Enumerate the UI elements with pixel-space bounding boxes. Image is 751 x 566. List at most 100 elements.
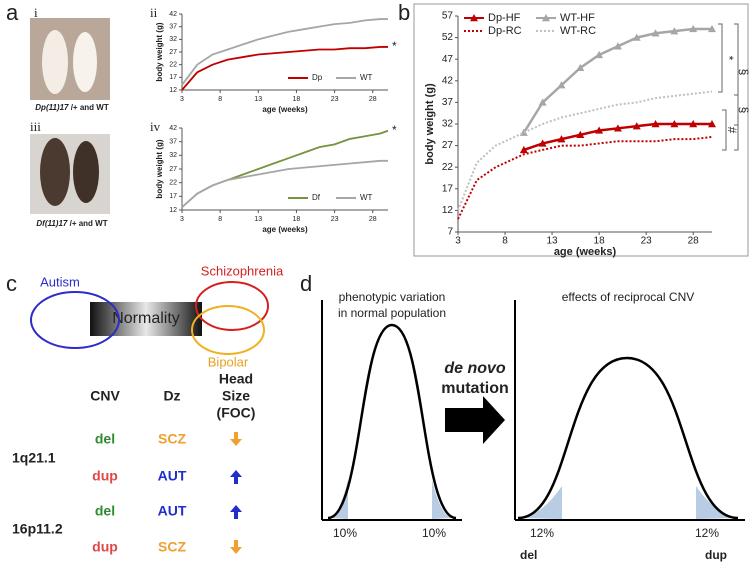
marker [651,29,660,37]
panel-label: d [300,271,312,296]
x-tick-label: 23 [641,236,653,247]
dist-title: effects of reciprocal CNV [562,290,695,304]
series-line [181,159,388,208]
caption-strain: Dp(11)17 [35,103,69,112]
marker [576,63,585,72]
photo [30,134,110,214]
cnv: dup [92,539,118,555]
legend-label: Df [312,193,321,202]
marker [689,120,698,128]
annotation: * [722,56,736,61]
subpanel-label: iii [30,119,41,134]
y-tick-label: 32 [442,119,454,130]
panel-label: b [398,0,410,25]
y-tick-label: 32 [169,152,177,159]
legend-marker [542,14,550,22]
legend-label: Dp-HF [488,12,521,24]
y-tick-label: 22 [169,180,177,187]
bracket [722,109,727,151]
marker [576,130,585,138]
photo [30,18,110,100]
x-tick-label: 8 [218,96,222,103]
y-tick-label: 37 [169,24,177,31]
annotation: # [725,127,739,134]
y-axis-label: body weight (g) [155,22,164,81]
arrow-down [230,432,242,446]
bracket [718,23,723,93]
y-tick-label: 27 [169,49,177,56]
ellipse-label: Autism [40,274,80,289]
panel-label: c [6,271,17,296]
y-tick-label: 12 [169,87,177,94]
dist-title: in normal population [338,306,446,320]
marker [670,120,679,128]
caption-rest: /+ and WT [68,103,108,112]
ellipse-label: Schizophrenia [201,263,284,278]
x-tick-label: 23 [331,216,339,223]
tail-label: 10% [333,526,357,540]
normality-bar [90,302,202,336]
subpanel-label: ii [150,5,158,20]
legend-label: Dp-RC [488,25,522,37]
end-label: del [520,548,537,562]
x-tick-label: 18 [293,216,301,223]
x-axis-label: age (weeks) [262,105,308,114]
annotation: * [392,39,397,53]
cnv: dup [92,468,118,484]
x-tick-label: 8 [502,236,508,247]
y-tick-label: 32 [169,36,177,43]
legend-marker [470,14,478,22]
y-tick-label: 37 [442,97,454,108]
autism-ellipse [30,291,120,349]
x-tick-label: 8 [218,216,222,223]
y-axis-label: body weight (g) [424,83,436,165]
table-header: Head [219,371,253,387]
y-tick-label: 12 [169,207,177,214]
x-tick-label: 3 [180,96,184,103]
arrow-up [230,505,242,519]
y-tick-label: 17 [169,193,177,200]
y-tick-label: 57 [442,11,454,22]
y-tick-label: 17 [169,74,177,81]
y-tick-label: 42 [169,125,177,132]
locus: 1q21.1 [12,450,56,466]
x-tick-label: 13 [254,216,262,223]
y-tick-label: 27 [169,166,177,173]
dz: SCZ [158,539,186,555]
legend-label: WT-HF [560,12,595,24]
tail-label: 12% [695,526,719,540]
y-tick-label: 22 [169,62,177,69]
y-tick-label: 12 [442,205,454,216]
x-tick-label: 28 [369,216,377,223]
marker [519,145,528,154]
table-header: Size [222,388,250,404]
table-header: CNV [90,388,120,404]
y-tick-label: 52 [442,32,454,43]
distribution-right [514,300,745,521]
caption-rest: /+ and WT [67,219,107,228]
dz: SCZ [158,431,186,447]
series-line [457,90,713,211]
marker [632,33,641,41]
series-line [181,18,388,86]
bracket [734,94,739,126]
marker [595,50,604,59]
bar-label: Normality [112,310,180,327]
marker [651,120,660,128]
x-tick-label: 28 [688,236,700,247]
marker [595,126,604,134]
dz: AUT [158,468,187,484]
y-tick-label: 27 [442,140,454,151]
cnv: del [95,431,115,447]
legend-label: Dp [312,73,323,82]
ellipse-label: Bipolar [208,354,249,369]
series-line [457,135,713,220]
legend-label: WT [360,73,373,82]
marker [538,98,547,106]
scz-ellipse [195,281,269,331]
legend-label: WT [360,193,373,202]
y-tick-label: 47 [442,54,454,65]
annotation: § [737,69,751,76]
x-tick-label: 18 [293,96,301,103]
marker [708,24,716,33]
